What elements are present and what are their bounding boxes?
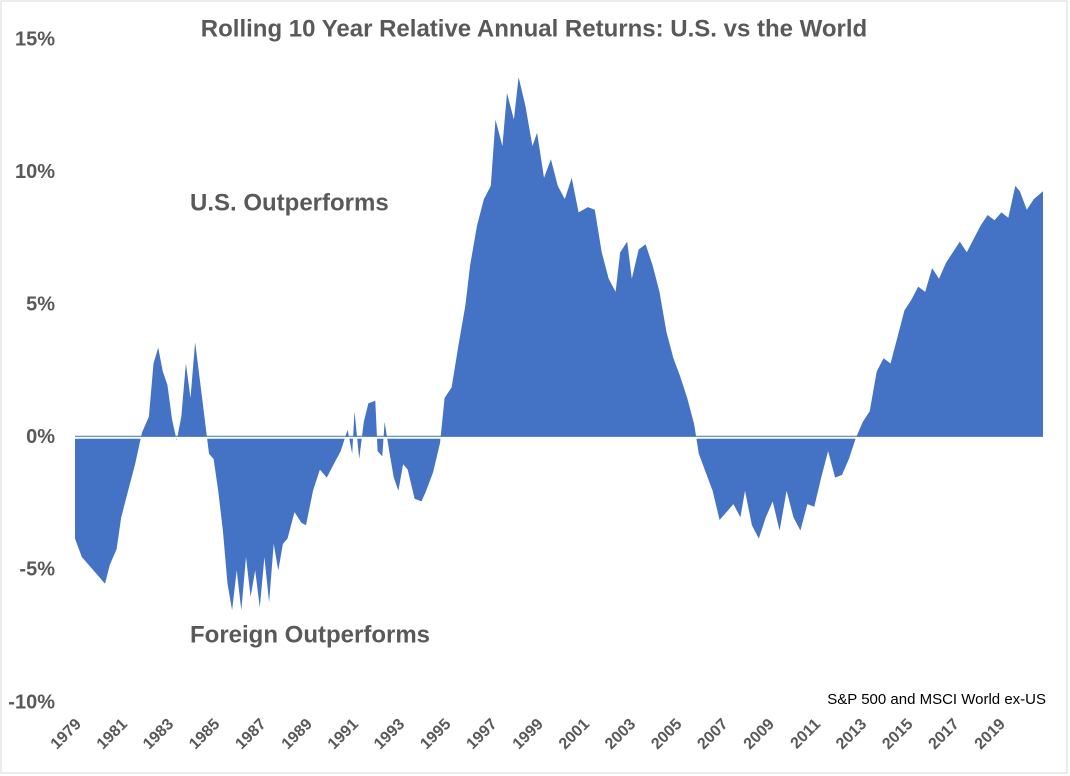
y-tick-label: 0% (26, 426, 55, 448)
annotation: Foreign Outperforms (190, 621, 430, 648)
y-tick-label: 10% (15, 161, 55, 183)
chart-title: Rolling 10 Year Relative Annual Returns:… (201, 15, 867, 42)
y-tick-label: 15% (15, 28, 55, 50)
y-tick-label: 5% (26, 293, 55, 315)
annotation: S&P 500 and MSCI World ex-US (827, 691, 1046, 708)
y-tick-label: -10% (8, 691, 55, 713)
area (75, 77, 1043, 611)
annotation: U.S. Outperforms (190, 189, 389, 216)
y-tick-label: -5% (19, 559, 55, 581)
